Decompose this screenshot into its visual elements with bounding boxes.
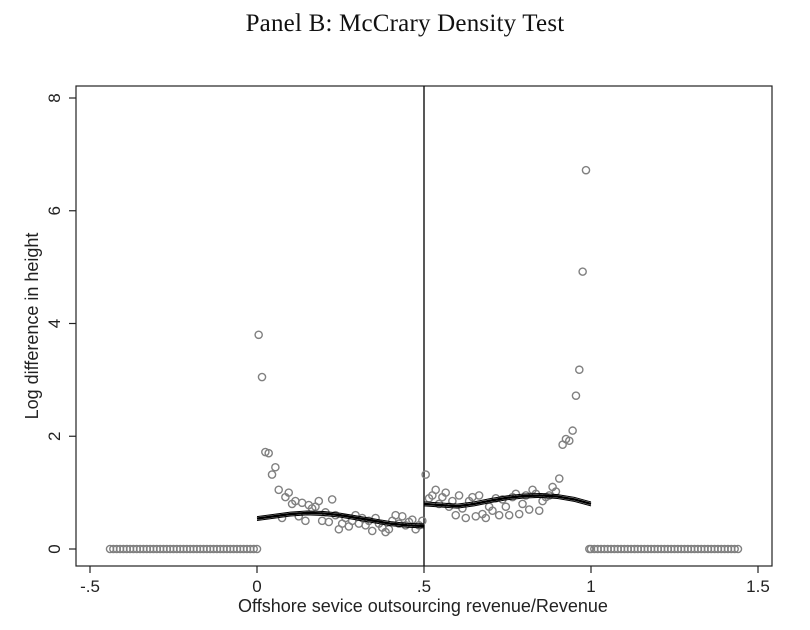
data-point xyxy=(514,509,524,519)
data-point xyxy=(324,517,334,527)
chart-marks: -.5 0 .5 1 1.5 0 2 4 6 8 xyxy=(45,86,770,596)
data-point xyxy=(431,485,440,495)
data-point xyxy=(578,267,587,276)
data-point xyxy=(314,496,324,506)
data-point xyxy=(249,544,258,554)
data-point xyxy=(494,510,504,520)
data-point xyxy=(564,436,574,446)
data-point xyxy=(554,474,564,483)
y-tick-label: 2 xyxy=(45,432,64,441)
data-point xyxy=(317,516,327,526)
data-point xyxy=(271,462,280,472)
x-tick-label: 0 xyxy=(252,577,261,596)
data-point xyxy=(551,487,561,496)
data-point xyxy=(418,516,427,526)
data-point xyxy=(733,544,743,554)
fit-left-curve xyxy=(256,511,425,528)
y-tick-label: 6 xyxy=(45,206,64,215)
data-point xyxy=(391,510,400,520)
x-tick-label: 1 xyxy=(586,577,595,596)
data-point xyxy=(504,510,514,520)
data-point xyxy=(252,544,262,554)
data-point xyxy=(488,506,497,515)
data-point xyxy=(367,526,377,536)
data-point xyxy=(264,448,273,458)
data-point xyxy=(461,513,471,523)
data-point xyxy=(397,512,407,521)
data-point xyxy=(581,165,591,175)
data-point xyxy=(568,426,577,435)
fit-right-curve xyxy=(423,494,592,508)
x-tick-label: 1.5 xyxy=(746,577,770,596)
data-point xyxy=(451,510,461,520)
data-point xyxy=(575,365,584,375)
y-tick-label: 0 xyxy=(45,544,64,553)
data-point xyxy=(481,513,491,523)
x-tick-label: -.5 xyxy=(80,577,100,596)
x-axis-label: Offshore sevice outsourcing revenue/Reve… xyxy=(238,596,608,616)
x-tick-label: .5 xyxy=(417,577,431,596)
data-point xyxy=(257,372,267,382)
fit-left-lower-band xyxy=(256,514,425,529)
fit-right-upper-band xyxy=(423,492,592,505)
data-point xyxy=(454,491,464,500)
data-point xyxy=(327,495,337,504)
data-point xyxy=(534,506,544,515)
data-point xyxy=(267,470,277,479)
data-point xyxy=(284,488,294,497)
y-tick-label: 4 xyxy=(45,319,64,328)
y-tick-label: 8 xyxy=(45,93,64,102)
data-point xyxy=(301,516,310,526)
data-point xyxy=(421,470,430,479)
data-point xyxy=(730,544,739,554)
data-point xyxy=(474,491,484,500)
data-point xyxy=(254,330,263,340)
y-axis-label: Log difference in height xyxy=(22,233,42,420)
fit-right-lower-band xyxy=(423,496,592,509)
data-point xyxy=(501,502,511,512)
data-point xyxy=(524,505,534,514)
chart-title: Panel B: McCrary Density Test xyxy=(245,10,565,37)
data-point xyxy=(274,485,284,495)
data-point xyxy=(518,499,527,509)
fit-left-upper-band xyxy=(256,510,425,525)
data-point xyxy=(441,488,451,497)
data-point xyxy=(571,391,581,400)
